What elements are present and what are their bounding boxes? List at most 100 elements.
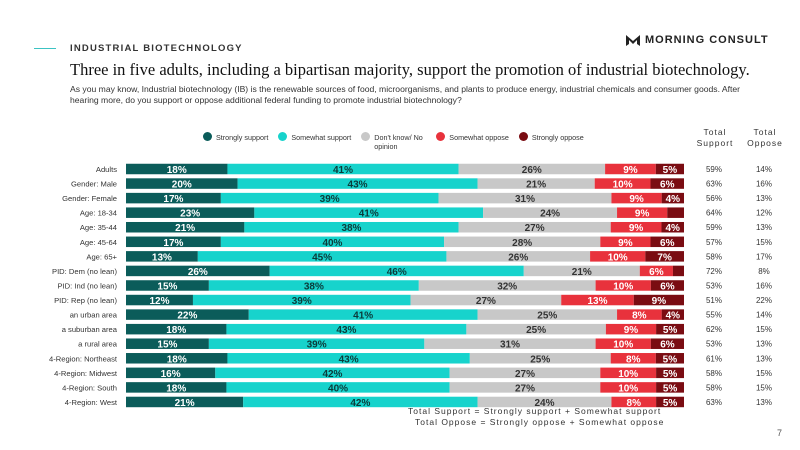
total-oppose-value: 22% — [756, 296, 772, 305]
category-label: Age: 18-34 — [80, 209, 117, 218]
data-label: 18% — [167, 354, 187, 365]
bar-segment — [254, 207, 484, 218]
total-support-value: 59% — [706, 223, 722, 232]
data-label: 21% — [572, 267, 592, 278]
data-label: 40% — [322, 238, 342, 249]
category-label: 4-Region: Midwest — [54, 369, 118, 378]
total-support-value: 61% — [706, 354, 722, 363]
total-support-value: 59% — [706, 165, 722, 174]
data-label: 17% — [163, 238, 183, 249]
bar-segment — [444, 236, 601, 248]
category-label: Age: 45-64 — [80, 238, 117, 247]
bar-segment — [126, 338, 209, 349]
data-label: 5% — [663, 325, 678, 336]
data-label: 6% — [649, 267, 664, 278]
total-oppose-value: 16% — [756, 281, 772, 290]
bar-segment — [605, 163, 656, 175]
bar-segment — [611, 192, 662, 204]
bar-segment — [600, 367, 657, 379]
data-label: 10% — [613, 180, 633, 191]
bar-segment — [227, 163, 459, 175]
data-label: 23% — [180, 209, 200, 220]
bar-segment — [656, 367, 684, 379]
total-support-value: 58% — [706, 369, 722, 378]
bar-segment — [672, 265, 684, 277]
category-label: 4-Region: South — [62, 383, 117, 392]
data-label: 5% — [663, 369, 678, 380]
footnote-oppose: Total Oppose = Strongly oppose + Somewha… — [415, 417, 665, 427]
total-oppose-value: 15% — [756, 369, 772, 378]
total-oppose-header: Total Oppose — [747, 127, 783, 148]
data-label: 22% — [177, 311, 197, 322]
bar-segment — [126, 294, 193, 306]
logo: MORNING CONSULT — [626, 34, 769, 46]
data-label: 8% — [626, 354, 641, 365]
data-label: 17% — [163, 194, 183, 205]
data-label: 9% — [624, 325, 639, 336]
question-text: As you may know, Industrial biotechnolog… — [70, 84, 741, 105]
bar-segment — [458, 221, 611, 233]
bar-segment — [639, 265, 673, 277]
category-label: PID: Rep (no lean) — [54, 296, 117, 305]
data-label: 26% — [522, 165, 542, 176]
data-label: 10% — [608, 252, 628, 263]
bar-segment — [126, 367, 216, 379]
data-label: 5% — [663, 354, 678, 365]
page-title: Three in five adults, including a bipart… — [70, 60, 750, 79]
bar-segment — [126, 207, 255, 218]
data-label: 9% — [618, 238, 633, 249]
data-label: 43% — [336, 325, 356, 336]
bar-segment — [126, 221, 245, 233]
data-label: 21% — [526, 180, 546, 191]
data-label: 27% — [525, 223, 545, 234]
category-label: Gender: Female — [62, 194, 117, 203]
data-label: 28% — [512, 238, 532, 249]
category-label: a suburban area — [62, 325, 118, 334]
data-label: 38% — [341, 223, 361, 234]
category-label: Gender: Male — [71, 180, 117, 189]
bar-segment — [126, 323, 227, 335]
accent-rule — [34, 48, 56, 49]
data-label: 9% — [629, 223, 644, 234]
bar-segment — [215, 367, 450, 379]
bar-segment — [220, 192, 439, 204]
footnote-support: Total Support = Strongly support + Somew… — [408, 406, 662, 416]
bar-segment — [656, 396, 684, 408]
data-label: 26% — [508, 252, 528, 263]
data-label: 8% — [627, 398, 642, 409]
data-label: 7% — [657, 252, 672, 263]
data-label: 6% — [660, 180, 675, 191]
section-label: INDUSTRIAL BIOTECHNOLOGY — [70, 43, 243, 54]
total-support-header: Total Support — [696, 127, 734, 148]
data-label: 32% — [497, 281, 517, 292]
bar-segment — [126, 236, 221, 248]
total-support-value: 53% — [706, 340, 722, 349]
bar-segment — [617, 309, 662, 320]
data-label: 41% — [333, 165, 353, 176]
data-label: 39% — [307, 340, 327, 351]
logo-text: MORNING CONSULT — [645, 34, 769, 46]
data-label: 39% — [320, 194, 340, 205]
total-support-value: 55% — [706, 311, 722, 320]
bar-segment — [600, 382, 657, 393]
total-support-value: 63% — [706, 398, 722, 407]
bar-segment — [126, 353, 228, 364]
bar-segment — [595, 280, 651, 291]
data-label: 12% — [149, 296, 169, 307]
bar-segment — [633, 294, 684, 306]
bar-segment — [438, 192, 612, 204]
morning-consult-logo-icon — [626, 34, 640, 46]
bar-segment — [650, 178, 684, 189]
data-label: 41% — [353, 311, 373, 322]
bar-segment — [458, 163, 606, 175]
bar-segment — [650, 236, 684, 248]
bar-segment — [610, 221, 662, 233]
bar-segment — [469, 353, 611, 364]
total-oppose-value: 17% — [756, 252, 772, 261]
data-label: 15% — [157, 281, 177, 292]
bar-segment — [477, 309, 618, 320]
total-support-value: 56% — [706, 194, 722, 203]
bar-segment — [594, 178, 651, 189]
data-label: 43% — [339, 354, 359, 365]
data-label: 5% — [663, 165, 678, 176]
